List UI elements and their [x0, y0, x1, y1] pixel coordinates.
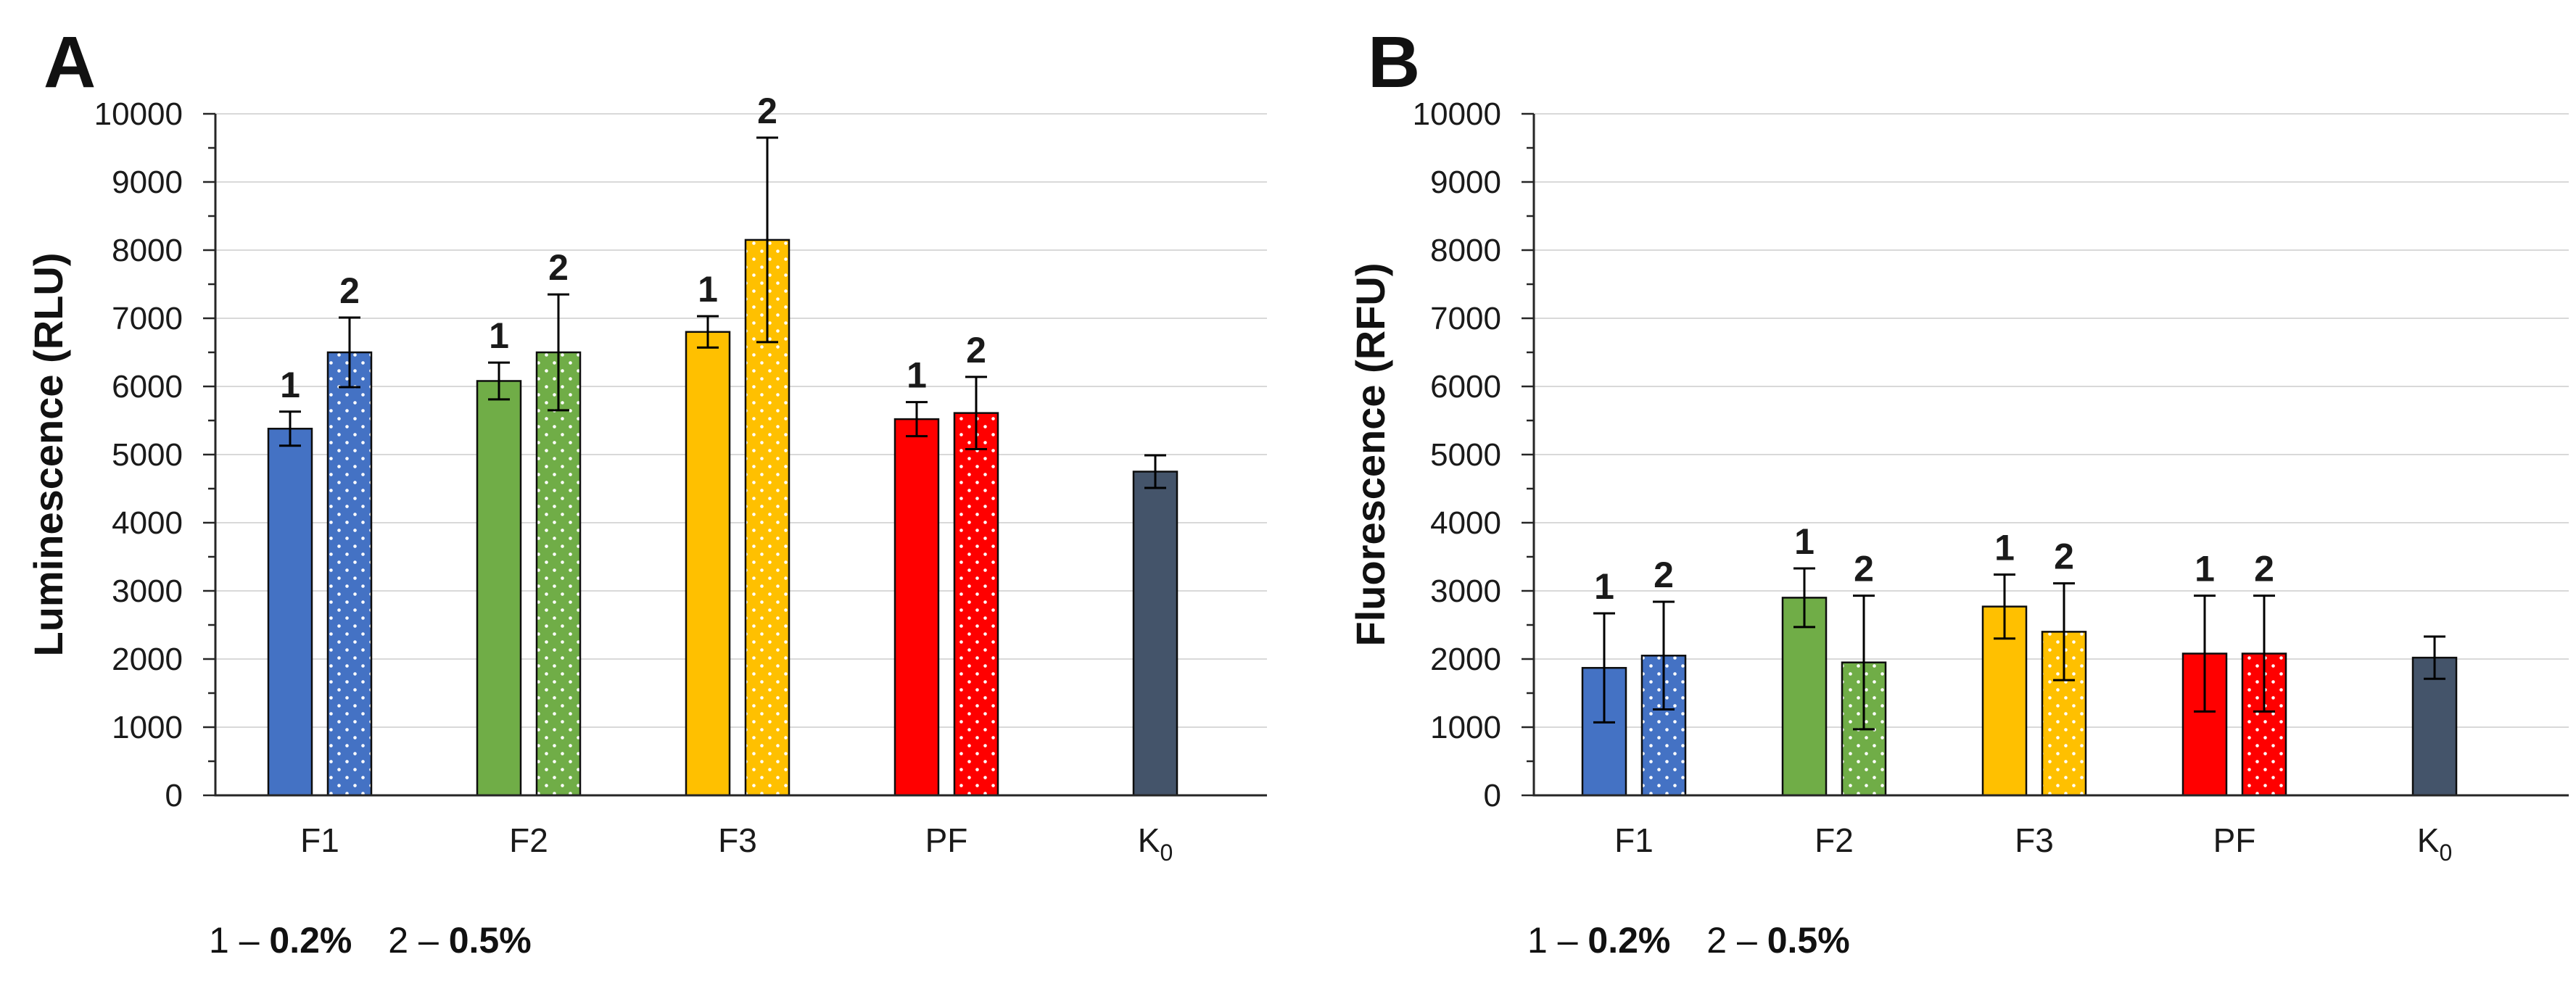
bar-number-label: 2: [548, 247, 569, 288]
legend-separator: –: [1727, 920, 1767, 961]
bar-F2-1: [476, 380, 522, 797]
y-tick-label: 9000: [112, 165, 183, 200]
bar-number-label: 1: [1794, 521, 1815, 562]
bar-F1-2: [326, 351, 373, 797]
panel-a-y-axis-title: Luminescence (RLU): [25, 252, 71, 657]
bar-number-label: 1: [1994, 527, 2015, 568]
category-label: PF: [2213, 821, 2256, 859]
legend-key: 2: [1706, 920, 1727, 961]
category-label: PF: [925, 821, 968, 859]
y-tick-label: 9000: [1430, 165, 1501, 200]
panel-a-legend: 1 – 0.2% 2 – 0.5%: [209, 922, 532, 958]
y-tick-label: 3000: [112, 573, 183, 609]
y-tick-label: 6000: [112, 369, 183, 405]
bar-F2-2: [535, 351, 582, 797]
y-tick-label: 1000: [112, 710, 183, 745]
panel-b-letter: B: [1368, 22, 1421, 103]
category-label: K0: [1138, 821, 1173, 866]
category-label: K0: [2417, 821, 2452, 866]
bar-number-label: 1: [1594, 566, 1614, 607]
category-label: F1: [1614, 821, 1654, 859]
bar-number-label: 2: [339, 270, 360, 311]
y-tick-label: 1000: [1430, 710, 1501, 745]
y-tick-label: 4000: [1430, 505, 1501, 541]
y-tick-label: 2000: [112, 642, 183, 677]
legend-value: 0.5%: [1767, 920, 1850, 961]
panel-b-legend: 1 – 0.2% 2 – 0.5%: [1527, 922, 1850, 958]
y-tick-label: 10000: [94, 96, 183, 132]
legend-separator: –: [408, 920, 449, 961]
bar-PF-1: [893, 418, 940, 797]
y-tick-label: 8000: [112, 233, 183, 268]
bar-number-label: 2: [757, 91, 777, 131]
bar-K0: [2411, 656, 2458, 797]
bar-F1-1: [267, 428, 313, 797]
y-tick-label: 2000: [1430, 642, 1501, 677]
y-tick-label: 0: [1484, 778, 1501, 813]
panel-b: 1 2 F1 1 2 F2 1 2 F3 1 2 PF K0 0 1000 2000 3000 4000 5000 6…: [1288, 0, 2576, 986]
category-label: F1: [300, 821, 339, 859]
bar-number-label: 2: [2254, 549, 2274, 589]
y-tick-label: 5000: [1430, 437, 1501, 473]
y-tick-label: 0: [165, 778, 183, 813]
bar-number-label: 1: [280, 365, 300, 405]
y-tick-label: 3000: [1430, 573, 1501, 609]
bar-F3-1: [685, 331, 731, 797]
legend-item-2: 2 – 0.5%: [1706, 920, 1849, 961]
panel-a: 1 2 F1 1 2 F2 1 2 F3 1 2 PF K0 0 1000 2000 3000 4000 5000 6…: [25, 22, 1267, 958]
legend-key: 1: [209, 920, 229, 961]
panel-b-y-axis-title: Fluorescence (RFU): [1347, 262, 1393, 647]
bar-number-label: 2: [966, 330, 986, 370]
legend-item-2: 2 – 0.5%: [388, 920, 531, 961]
category-label: F2: [1815, 821, 1854, 859]
legend-value: 0.5%: [448, 920, 532, 961]
y-tick-label: 8000: [1430, 233, 1501, 268]
legend-item-1: 1 – 0.2%: [209, 920, 352, 961]
bar-number-label: 1: [698, 269, 718, 310]
bar-number-label: 2: [2054, 536, 2074, 577]
bar-K0: [1132, 471, 1178, 797]
y-tick-label: 7000: [1430, 301, 1501, 336]
y-tick-label: 5000: [112, 437, 183, 473]
bar-number-label: 2: [1654, 555, 1674, 595]
legend-key: 1: [1527, 920, 1548, 961]
bar-number-label: 1: [489, 315, 509, 356]
bar-PF-2: [953, 412, 999, 797]
y-tick-label: 10000: [1413, 96, 1501, 132]
legend-item-1: 1 – 0.2%: [1527, 920, 1670, 961]
bar-F2-1: [1781, 597, 1828, 797]
category-label: F2: [509, 821, 548, 859]
legend-key: 2: [388, 920, 409, 961]
y-tick-label: 6000: [1430, 369, 1501, 405]
y-tick-label: 4000: [112, 505, 183, 541]
legend-value: 0.2%: [269, 920, 352, 961]
legend-separator: –: [1547, 920, 1588, 961]
bar-number-label: 2: [1854, 549, 1874, 589]
bar-number-label: 1: [907, 355, 927, 396]
panel-a-letter: A: [44, 22, 96, 103]
legend-value: 0.2%: [1588, 920, 1671, 961]
legend-separator: –: [228, 920, 270, 961]
y-tick-label: 7000: [112, 301, 183, 336]
bar-number-label: 1: [2195, 549, 2215, 589]
category-label: F3: [718, 821, 757, 859]
category-label: F3: [2015, 821, 2054, 859]
